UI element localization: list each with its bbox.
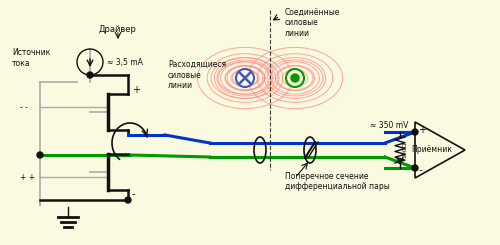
Text: - -: - - (20, 102, 28, 111)
Text: +: + (132, 85, 140, 95)
Text: Приёмник: Приёмник (412, 146, 453, 155)
Circle shape (37, 152, 43, 158)
Circle shape (412, 165, 418, 171)
Text: -: - (132, 189, 136, 199)
Text: Поперечное сечение
дифференциальной пары: Поперечное сечение дифференциальной пары (285, 172, 390, 191)
Text: ≈ 3,5 mA: ≈ 3,5 mA (107, 58, 143, 66)
Text: ≈ 350 mV: ≈ 350 mV (370, 122, 408, 131)
Circle shape (412, 129, 418, 135)
Text: Соединённые
силовые
линии: Соединённые силовые линии (285, 8, 341, 38)
Text: Драйвер: Драйвер (99, 25, 137, 34)
Text: -: - (418, 165, 422, 175)
Text: 100Ω: 100Ω (402, 142, 407, 158)
Text: + +: + + (20, 172, 35, 182)
Circle shape (236, 69, 254, 87)
Circle shape (87, 72, 93, 78)
Circle shape (125, 197, 131, 203)
Circle shape (291, 74, 299, 82)
Text: Источник
тока: Источник тока (12, 48, 51, 68)
Text: Расходящиеся
силовые
линии: Расходящиеся силовые линии (168, 60, 226, 90)
Circle shape (286, 69, 304, 87)
Text: +: + (418, 125, 426, 135)
